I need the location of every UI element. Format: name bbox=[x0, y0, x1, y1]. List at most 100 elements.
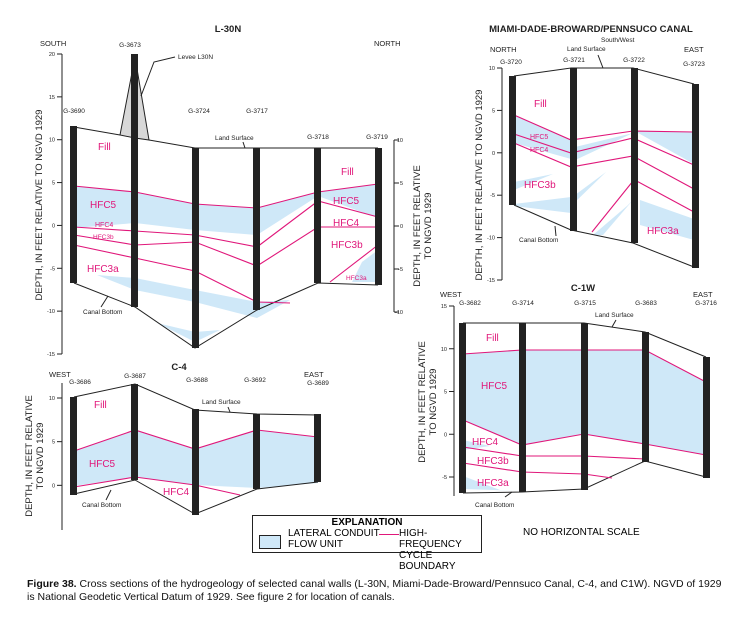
direction-left: WEST bbox=[440, 290, 462, 299]
unit-hfc3a: HFC3a bbox=[87, 264, 119, 275]
y-tick-label: 0 bbox=[52, 483, 55, 489]
unit-fill: Fill bbox=[534, 99, 547, 110]
canal-bottom-label: Canal Bottom bbox=[83, 309, 122, 316]
well-label: G-3683 bbox=[635, 300, 657, 307]
well-label: G-3717 bbox=[246, 108, 268, 115]
hfc-boundary bbox=[632, 178, 695, 213]
levee-leader bbox=[140, 56, 176, 97]
levee-label: Levee L30N bbox=[178, 54, 213, 61]
well-g-3682 bbox=[459, 323, 466, 493]
no-horizontal-scale-note: NO HORIZONTAL SCALE bbox=[523, 527, 640, 538]
y-tick-label: -5 bbox=[50, 266, 55, 272]
land-surface-line bbox=[148, 139, 378, 149]
canal-bottom-leader bbox=[504, 491, 513, 498]
y-axis-label: DEPTH, IN FEET RELATIVE bbox=[417, 341, 428, 463]
well-label: G-3690 bbox=[63, 108, 85, 115]
section-title: L-30N bbox=[215, 24, 242, 35]
well-g-3688 bbox=[192, 409, 199, 515]
unit-hfc3a: HFC3a bbox=[346, 275, 367, 282]
conduit-zone bbox=[571, 172, 606, 206]
y-tick-label: 10 bbox=[49, 138, 55, 144]
conduit-zone bbox=[640, 200, 694, 240]
well-g-3687 bbox=[131, 384, 138, 480]
hfc-boundary bbox=[591, 180, 634, 233]
unit-hfc4: HFC4 bbox=[472, 437, 499, 448]
figure-caption: Figure 38. Cross sections of the hydroge… bbox=[27, 578, 727, 604]
well-g-3717 bbox=[253, 148, 260, 310]
caption-label: Figure 38. bbox=[27, 578, 77, 590]
land-surface-leader bbox=[227, 406, 231, 413]
well-g-3692 bbox=[253, 414, 260, 489]
canal-bottom-line bbox=[513, 204, 695, 268]
unit-hfc4: HFC4 bbox=[333, 218, 360, 229]
section-c1w: 15 10 5 0 -5 C-1W WEST EAST G-3682 G-3714 G-… bbox=[417, 283, 717, 509]
legend-conduit-line1: LATERAL CONDUIT bbox=[288, 528, 380, 539]
unit-hfc3b: HFC3b bbox=[524, 180, 556, 191]
legend-boundary-line2: CYCLE BOUNDARY bbox=[399, 550, 456, 572]
well-g-3716 bbox=[703, 357, 710, 478]
direction-middle: South/West bbox=[601, 37, 635, 44]
hfc-boundary bbox=[462, 462, 613, 479]
y-tick-label: -5 bbox=[442, 475, 447, 481]
legend-conduit-label: LATERAL CONDUIT FLOW UNIT bbox=[288, 528, 380, 550]
direction-left: SOUTH bbox=[40, 39, 66, 48]
land-surface-line bbox=[513, 67, 695, 85]
unit-hfc3a: HFC3a bbox=[647, 226, 679, 237]
hfc-boundary bbox=[73, 476, 241, 496]
well-g-3683 bbox=[642, 332, 649, 462]
conduit-zone bbox=[514, 174, 553, 190]
y-tick-label: 0 bbox=[52, 223, 55, 229]
land-surface-leader bbox=[597, 54, 604, 69]
legend-title: EXPLANATION bbox=[331, 517, 403, 528]
unit-hfc4: HFC4 bbox=[95, 222, 113, 229]
direction-left: NORTH bbox=[490, 45, 517, 54]
conduit-swatch bbox=[259, 535, 281, 549]
conduit-zone bbox=[571, 133, 633, 162]
y-tick-label: 5 bbox=[52, 440, 55, 446]
well-label: G-3715 bbox=[574, 300, 596, 307]
hfc-boundary bbox=[73, 200, 379, 248]
direction-right: EAST bbox=[693, 290, 713, 299]
y-tick-label: 10 bbox=[489, 66, 495, 72]
unit-hfc3b: HFC3b bbox=[331, 240, 363, 251]
y-tick-label: 20 bbox=[49, 52, 55, 58]
land-surface-line bbox=[73, 126, 121, 136]
well-g-3719 bbox=[375, 148, 382, 285]
section-mdb: 10 5 0 -5 -10 -15 MIAMI-DADE-BROWARD/PENNSUCO… bbox=[474, 24, 705, 284]
section-title: C-4 bbox=[171, 362, 187, 373]
well-label: G-3720 bbox=[500, 59, 522, 66]
direction-right: NORTH bbox=[374, 39, 401, 48]
canal-bottom-label: Canal Bottom bbox=[475, 502, 514, 509]
unit-hfc5: HFC5 bbox=[90, 200, 117, 211]
unit-fill: Fill bbox=[98, 142, 111, 153]
y-axis-right-label: DEPTH, IN FEET RELATIVE bbox=[412, 165, 423, 287]
land-surface-label: Land Surface bbox=[567, 46, 606, 53]
y-tick-label: 5 bbox=[492, 108, 495, 114]
unit-fill: Fill bbox=[341, 167, 354, 178]
land-surface-leader bbox=[611, 319, 617, 328]
well-g-3714 bbox=[519, 323, 526, 492]
well-g-3724 bbox=[192, 148, 199, 348]
well-g-3718 bbox=[314, 148, 321, 283]
well-label: G-3673 bbox=[119, 42, 141, 49]
legend-boundary-line1: HIGH-FREQUENCY bbox=[399, 528, 462, 550]
conduit-zone bbox=[514, 197, 571, 213]
section-title: MIAMI-DADE-BROWARD/PENNSUCO CANAL bbox=[489, 24, 693, 35]
well-label: G-3721 bbox=[563, 57, 585, 64]
y-axis-label: TO NGVD 1929 bbox=[428, 369, 439, 436]
unit-hfc5: HFC5 bbox=[89, 459, 116, 470]
section-title: C-1W bbox=[571, 283, 595, 294]
land-surface-label: Land Surface bbox=[202, 399, 241, 406]
unit-hfc4: HFC4 bbox=[530, 147, 548, 154]
y-axis-right-label: TO NGVD 1929 bbox=[423, 193, 434, 260]
well-g-3715 bbox=[581, 323, 588, 490]
hfc-boundary bbox=[73, 183, 379, 209]
unit-hfc3b: HFC3b bbox=[93, 234, 114, 241]
well-label: G-3687 bbox=[124, 373, 146, 380]
well-label: G-3714 bbox=[512, 300, 534, 307]
well-label: G-3722 bbox=[623, 57, 645, 64]
unit-hfc5: HFC5 bbox=[481, 381, 508, 392]
y-tick-label: 0 bbox=[400, 224, 403, 230]
well-g-3686 bbox=[70, 397, 77, 495]
conduit-zone bbox=[633, 131, 694, 164]
